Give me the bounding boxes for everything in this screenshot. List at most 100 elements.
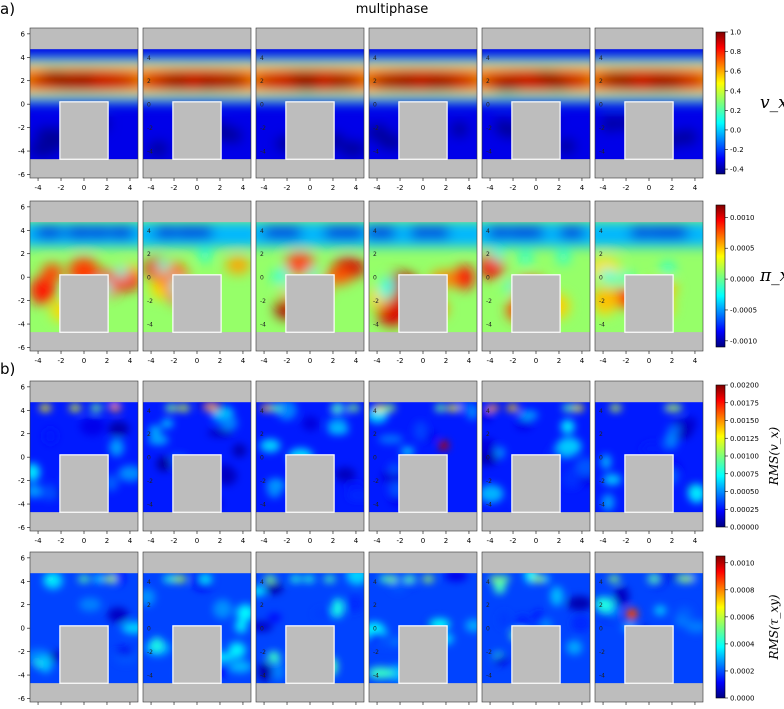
y-tick-label: -2: [599, 125, 605, 132]
x-tick-label: -4: [261, 184, 269, 192]
y-tick-label: -2: [147, 125, 153, 132]
obstacle-block: [511, 101, 561, 160]
y-tick-label: 0: [486, 102, 490, 109]
colorbar-tick-label: 0.00100: [730, 453, 759, 461]
colorbar-tick-label: 0.0010: [730, 559, 755, 567]
x-tick-label: 4: [467, 184, 472, 192]
y-tick-label: 0: [147, 275, 151, 282]
heatmap-panel: -4 -2 0 2 4 6 4 2 0 -2 -4 -6: [18, 200, 139, 365]
y-tick-label: 2: [21, 250, 25, 258]
y-tick-label: -4: [486, 149, 492, 156]
y-tick-label: -2: [147, 649, 153, 656]
y-tick-label: -4: [18, 321, 26, 329]
x-tick-label: -2: [510, 184, 517, 192]
x-tick-label: -2: [397, 357, 404, 365]
colorbar-tick-label: 0.00200: [730, 382, 759, 390]
y-tick-label: -4: [486, 502, 492, 509]
y-tick-label: -2: [486, 125, 492, 132]
y-tick-label: 2: [260, 431, 264, 438]
x-tick-label: -2: [623, 184, 630, 192]
y-tick-label: 0: [373, 102, 377, 109]
y-tick-label: 4: [260, 408, 264, 415]
x-tick-label: 0: [195, 357, 199, 365]
colorbar-tick-label: 0.00025: [730, 506, 759, 514]
obstacle-block: [59, 274, 109, 333]
y-tick-label: 2: [147, 251, 151, 258]
x-tick-label: 2: [670, 357, 674, 365]
y-tick-label: -2: [486, 298, 492, 305]
y-tick-label: -2: [486, 649, 492, 656]
y-tick-label: -2: [599, 298, 605, 305]
colorbar-label: π_xy: [759, 266, 784, 286]
x-tick-label: -2: [58, 184, 65, 192]
y-tick-label: 4: [21, 578, 26, 586]
x-tick-label: 2: [557, 357, 561, 365]
x-tick-label: 4: [241, 184, 246, 192]
x-tick-label: -2: [397, 184, 404, 192]
x-tick-label: 4: [354, 537, 359, 545]
y-tick-label: -4: [486, 322, 492, 329]
colorbar-tick-label: 0.8: [730, 48, 741, 56]
y-tick-label: 2: [373, 431, 377, 438]
obstacle-block: [511, 625, 561, 684]
x-tick-label: 4: [580, 537, 585, 545]
y-tick-label: 0: [21, 454, 25, 462]
y-tick-label: 0: [260, 275, 264, 282]
x-tick-label: 0: [82, 184, 86, 192]
x-tick-label: 0: [421, 184, 425, 192]
heatmap-row-RMS_vx: -4 -2 0 2 4 6 4 2 0 -2 -4 -6 -4 -2 0 2 4 4 2 0 -2 -4 -4 -2 0 2 4 4 2…: [18, 380, 781, 545]
y-tick-label: -4: [18, 672, 26, 680]
x-tick-label: 2: [331, 357, 335, 365]
heatmap-panel: -4 -2 0 2 4 6 4 2 0 -2 -4 -6: [18, 380, 139, 545]
x-tick-label: 0: [82, 537, 86, 545]
heatmap-row-RMS_txy: -4 -2 0 2 4 6 4 2 0 -2 -4 -6 -4 -2 0 2 4 4 2 0 -2 -4 -4 -2 0 2 4 4 2…: [18, 551, 781, 709]
x-tick-label: -2: [284, 184, 291, 192]
y-tick-label: 2: [373, 602, 377, 609]
y-tick-label: -6: [18, 524, 26, 532]
colorbar-tick-label: 0.00175: [730, 399, 759, 407]
y-tick-label: 4: [147, 228, 151, 235]
x-tick-label: 0: [308, 537, 312, 545]
y-tick-label: -2: [18, 477, 25, 485]
y-tick-label: -2: [18, 297, 25, 305]
colorbar-tick-label: 0.0004: [730, 640, 755, 648]
y-tick-label: -4: [18, 148, 26, 156]
heatmap-row-pi_xy: -4 -2 0 2 4 6 4 2 0 -2 -4 -6 -4 -2 0 2 4 4 2 0 -2 -4 -4 -2 0 2 4 4 2…: [18, 200, 784, 365]
y-tick-label: 0: [486, 275, 490, 282]
x-tick-label: -2: [510, 357, 517, 365]
y-tick-label: 2: [147, 431, 151, 438]
x-tick-label: -2: [58, 537, 65, 545]
x-tick-label: -4: [487, 184, 495, 192]
y-tick-label: -6: [18, 695, 26, 703]
colorbar-tick-label: -0.4: [730, 166, 744, 174]
heatmap-panel: -4 -2 0 2 4 6 4 2 0 -2 -4 -6: [18, 27, 139, 192]
y-tick-label: -2: [260, 125, 266, 132]
y-tick-label: 4: [599, 408, 603, 415]
x-tick-label: 2: [557, 537, 561, 545]
panel-label-a: a): [0, 0, 16, 18]
y-tick-label: -2: [373, 298, 379, 305]
y-tick-label: 0: [599, 455, 603, 462]
y-tick-label: -4: [373, 502, 379, 509]
y-tick-label: -4: [147, 322, 153, 329]
x-tick-label: -2: [58, 357, 65, 365]
panel-label-b: b): [0, 360, 16, 378]
y-tick-label: 2: [260, 78, 264, 85]
x-tick-label: -4: [148, 537, 156, 545]
x-tick-label: 0: [534, 184, 538, 192]
y-tick-label: 6: [21, 203, 26, 211]
y-tick-label: 4: [260, 55, 264, 62]
y-tick-label: -4: [599, 502, 605, 509]
y-tick-label: -2: [373, 478, 379, 485]
obstacle-block: [172, 101, 222, 160]
x-tick-label: 0: [195, 537, 199, 545]
y-tick-label: -2: [147, 478, 153, 485]
x-tick-label: 2: [105, 184, 109, 192]
